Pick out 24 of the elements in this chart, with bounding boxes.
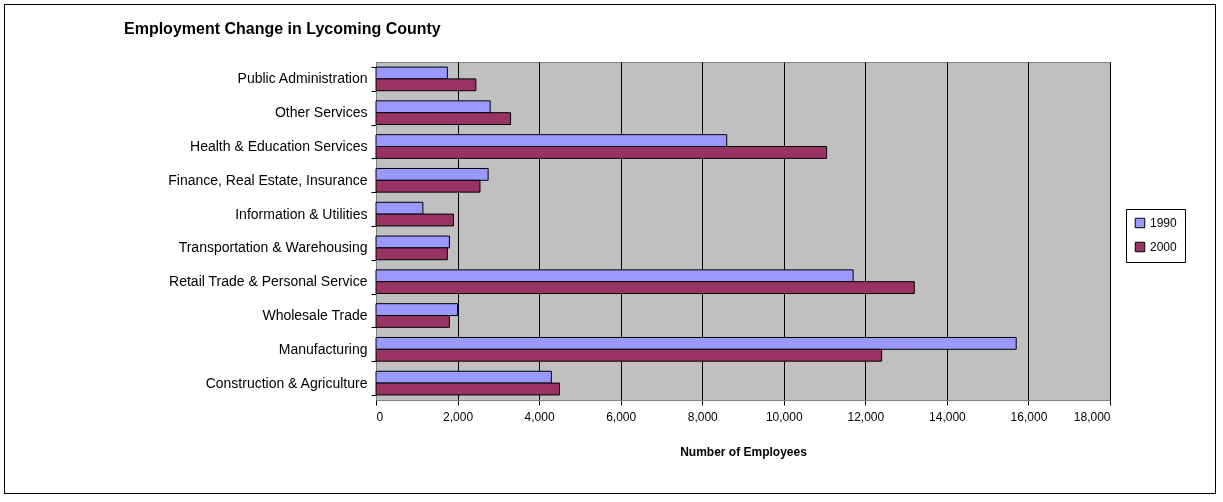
x-tick-label: 10,000 <box>765 409 803 424</box>
x-tick-label: 4,000 <box>524 409 555 424</box>
y-tick-label: Retail Trade & Personal Service <box>169 273 368 290</box>
y-tick-label: Health & Education Services <box>190 138 368 154</box>
y-tick-label: Manufacturing <box>278 340 368 357</box>
legend-label: 2000 <box>1150 240 1178 254</box>
y-tick-label: Finance, Real Estate, Insurance <box>168 171 368 188</box>
x-tick-label: 14,000 <box>929 409 967 424</box>
x-tick-label: 8,000 <box>687 409 719 424</box>
y-tick-label: Other Services <box>274 104 368 121</box>
x-tick-label: 6,000 <box>606 409 637 424</box>
y-tick-label: Public Administration <box>237 70 368 87</box>
y-tick-label: Transportation & Warehousing <box>178 239 368 256</box>
y-tick-label: Information & Utilities <box>235 205 368 222</box>
x-tick-label: 18,000 <box>1073 409 1111 424</box>
x-tick-label: 0 <box>376 409 384 424</box>
x-axis-title: Number of Employees <box>680 444 808 459</box>
x-tick-label: 2,000 <box>443 409 474 424</box>
legend-label: 1990 <box>1150 216 1178 230</box>
x-tick-label: 12,000 <box>847 409 885 424</box>
y-tick-label: Wholesale Trade <box>262 307 368 323</box>
y-tick-label: Construction & Agriculture <box>205 374 368 391</box>
chart-title: Employment Change in Lycoming County <box>124 20 441 37</box>
x-tick-label: 16,000 <box>1010 409 1048 424</box>
